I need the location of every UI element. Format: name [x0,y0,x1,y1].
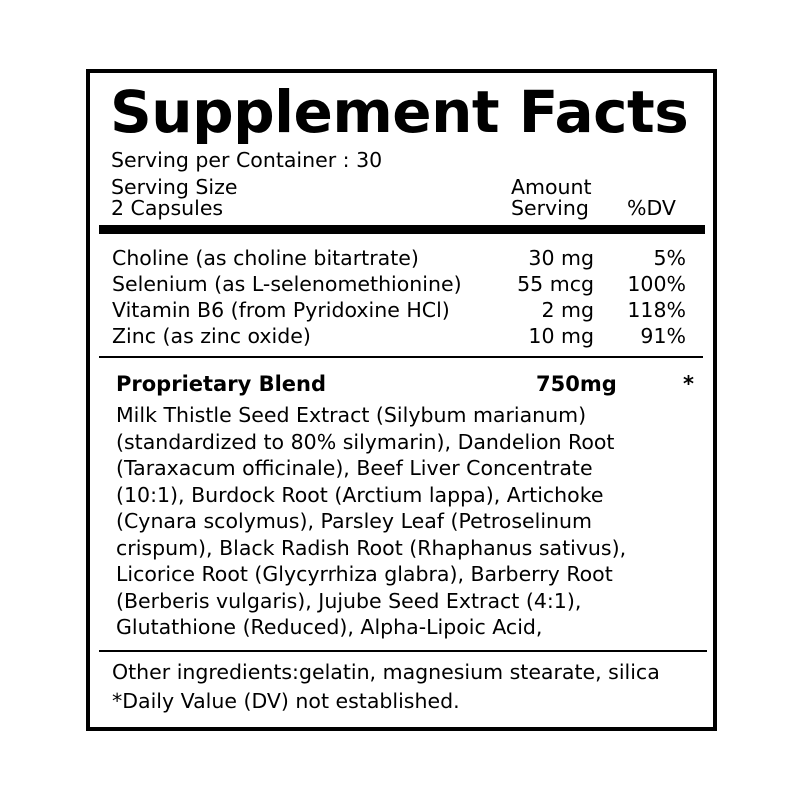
servings-per-container: Serving per Container : 30 [111,148,383,172]
serving-header: Serving [511,196,589,220]
blend-line: Licorice Root (Glycyrrhiza glabra), Barb… [116,562,613,586]
serving-size-value: 2 Capsules [111,196,224,220]
nutrient-name: Zinc (as zinc oxide) [112,324,311,348]
blend-ingredients: Milk Thistle Seed Extract (Silybum maria… [116,402,626,641]
nutrient-dv: 118% [627,298,686,322]
blend-line: (Taraxacum officinale), Beef Liver Conce… [116,456,593,480]
blend-line: (Berberis vulgaris), Jujube Seed Extract… [116,588,582,613]
thick-divider [99,225,705,234]
other-ingredients: Other ingredients:gelatin, magnesium ste… [112,660,660,684]
nutrient-dv: 5% [653,246,686,270]
nutrient-row: Vitamin B6 (from Pyridoxine HCl) 2 mg 11… [112,297,686,323]
divider [99,650,707,652]
nutrient-name: Selenium (as L-selenomethionine) [112,272,462,296]
nutrient-row: Choline (as choline bitartrate) 30 mg 5% [112,245,686,271]
divider [99,356,703,358]
dv-header: %DV [627,196,676,220]
nutrient-amount: 30 mg [528,246,594,270]
blend-line: (Cynara scolymus), Parsley Leaf (Petrose… [116,509,592,533]
serving-size-label: Serving Size [111,175,238,199]
nutrient-name: Choline (as choline bitartrate) [112,246,419,270]
blend-amount: 750mg [536,372,617,396]
nutrient-dv: 100% [627,272,686,296]
nutrient-dv: 91% [640,324,686,348]
nutrient-amount: 2 mg [541,298,594,322]
blend-line: (10:1), Burdock Root (Arctium lappa), Ar… [116,482,604,507]
nutrient-amount: 10 mg [528,324,594,348]
supplement-facts-panel: Supplement Facts Serving per Container :… [86,69,717,731]
nutrient-amount: 55 mcg [517,272,594,296]
blend-line: crispum), Black Radish Root (Rhaphanus s… [116,535,627,560]
panel-title: Supplement Facts [110,78,689,146]
nutrient-name: Vitamin B6 (from Pyridoxine HCl) [112,298,450,322]
amount-header: Amount [511,175,592,199]
blend-dv: * [683,372,694,396]
blend-line: Glutathione (Reduced), Alpha-Lipoic Acid… [116,615,543,639]
blend-line: Milk Thistle Seed Extract (Silybum maria… [116,403,587,427]
nutrient-row: Selenium (as L-selenomethionine) 55 mcg … [112,271,686,297]
blend-line: (standardized to 80% silymarin), Dandeli… [116,429,615,454]
nutrient-row: Zinc (as zinc oxide) 10 mg 91% [112,323,686,349]
daily-value-note: *Daily Value (DV) not established. [112,689,460,713]
blend-name: Proprietary Blend [116,372,326,396]
